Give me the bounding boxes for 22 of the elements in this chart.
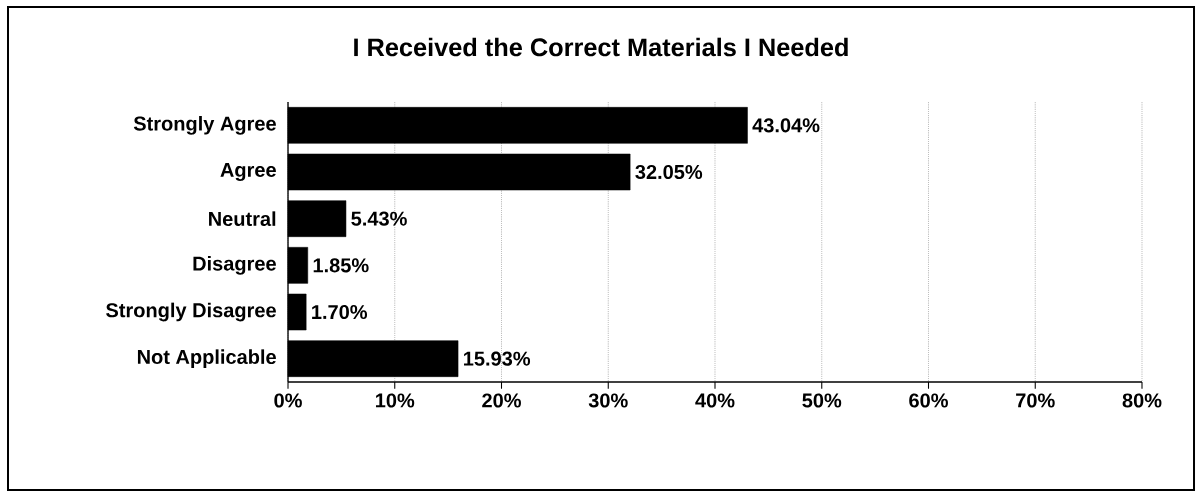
chart-title: I Received the Correct Materials I Needed <box>354 37 848 57</box>
data-label: 43.04% <box>752 118 820 133</box>
x-tick-label: 40% <box>695 393 735 408</box>
data-label: 32.05% <box>635 164 703 180</box>
y-tick-label: Agree <box>220 163 276 182</box>
x-tick-label: 10% <box>375 393 415 408</box>
y-tick-label: Strongly Disagree <box>106 302 276 322</box>
data-label: 1.85% <box>313 258 369 273</box>
x-tick-label: 80% <box>1122 393 1162 408</box>
x-tick-label: 30% <box>588 393 628 408</box>
x-tick-label: 50% <box>802 393 842 408</box>
y-tick-label: Strongly Agree <box>133 115 276 135</box>
y-tick-label: Neutral <box>209 211 276 227</box>
data-label: 1.70% <box>312 304 368 320</box>
y-tick-label: Not Applicable <box>137 349 276 368</box>
x-tick-label: 0% <box>274 393 302 408</box>
data-label: 15.93% <box>464 351 531 366</box>
x-tick-label: 70% <box>1016 393 1055 408</box>
y-tick-label: Disagree <box>193 255 276 275</box>
x-tick-label: 60% <box>909 393 948 408</box>
data-label: 5.43% <box>351 211 407 226</box>
x-tick-label: 20% <box>482 393 521 408</box>
